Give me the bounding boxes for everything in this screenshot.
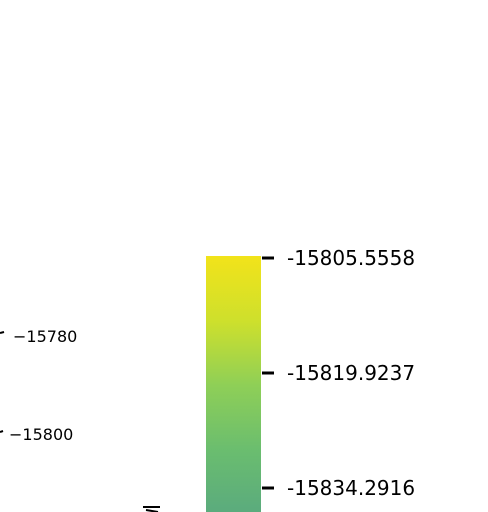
z-axis-tick-label: −15780 bbox=[13, 327, 77, 346]
axis-label-fragment bbox=[143, 506, 160, 512]
colorbar-ticks: -15805.5558 -15819.9237 -15834.2916 bbox=[262, 246, 415, 500]
colorbar-tick-label: -15805.5558 bbox=[287, 246, 415, 270]
z-axis-tick-mark bbox=[0, 331, 5, 334]
z-axis-tick-mark bbox=[0, 430, 4, 433]
z-axis-tick-label: −15800 bbox=[9, 425, 73, 444]
colorbar-tick-label: -15834.2916 bbox=[287, 476, 415, 500]
colorbar: -15805.5558 -15819.9237 -15834.2916 bbox=[206, 246, 415, 512]
colorbar-tick-label: -15819.9237 bbox=[287, 361, 415, 385]
colorbar-bar bbox=[206, 256, 261, 512]
z-axis-ticks: −15780 −15800 bbox=[0, 327, 77, 444]
